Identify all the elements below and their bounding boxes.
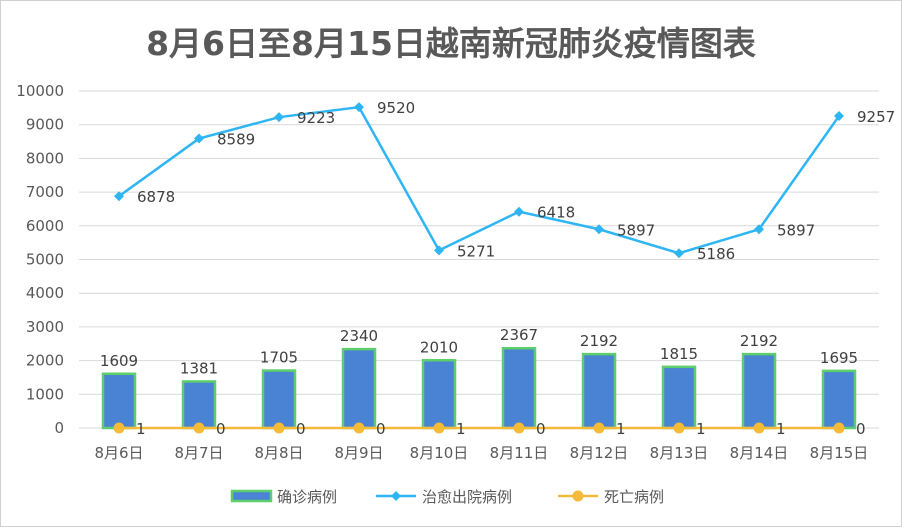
bar bbox=[181, 380, 217, 430]
x-tick-label: 8月14日 bbox=[730, 444, 789, 462]
bar-data-label: 2192 bbox=[740, 332, 778, 350]
legend-label: 治愈出院病例 bbox=[422, 488, 512, 506]
line-data-label: 1 bbox=[616, 420, 626, 438]
bar bbox=[581, 352, 617, 430]
x-tick-label: 8月15日 bbox=[810, 444, 869, 462]
y-tick-label: 6000 bbox=[26, 217, 64, 235]
y-tick-label: 3000 bbox=[26, 318, 64, 336]
x-tick-label: 8月7日 bbox=[174, 444, 223, 462]
line-data-label: 6418 bbox=[537, 204, 575, 222]
y-tick-label: 0 bbox=[54, 419, 64, 437]
data-point bbox=[673, 422, 685, 434]
data-point bbox=[674, 248, 684, 259]
bar-data-label: 2340 bbox=[340, 327, 378, 345]
x-tick-label: 8月12日 bbox=[570, 444, 629, 462]
bar-data-label: 2010 bbox=[420, 338, 458, 356]
y-tick-label: 7000 bbox=[26, 183, 64, 201]
line-data-label: 0 bbox=[856, 420, 866, 438]
x-tick-label: 8月13日 bbox=[650, 444, 709, 462]
line-data-label: 1 bbox=[776, 420, 786, 438]
line-data-label: 0 bbox=[536, 420, 546, 438]
data-point bbox=[513, 422, 525, 434]
legend-label: 死亡病例 bbox=[604, 488, 664, 506]
legend-marker bbox=[572, 490, 584, 502]
bar bbox=[741, 352, 777, 430]
data-point bbox=[594, 224, 604, 235]
line-data-label: 5897 bbox=[777, 221, 815, 239]
x-tick-label: 8月11日 bbox=[490, 444, 549, 462]
bar bbox=[501, 346, 537, 430]
bar-data-label: 2367 bbox=[500, 326, 538, 344]
data-point bbox=[834, 111, 844, 122]
bar bbox=[101, 372, 137, 430]
line-series: 1 0 0 0 1 0 1 1 1 0 6878 8589 9223 9520 5271 6418 5897 51… bbox=[113, 99, 895, 438]
bar bbox=[261, 369, 297, 430]
line-data-label: 0 bbox=[216, 420, 226, 438]
data-point bbox=[193, 422, 205, 434]
line-data-label: 9520 bbox=[377, 99, 415, 117]
bar-data-label: 1815 bbox=[660, 345, 698, 363]
data-point bbox=[114, 191, 124, 202]
bar-data-label: 1695 bbox=[820, 349, 858, 367]
data-point bbox=[514, 206, 524, 217]
data-point bbox=[113, 422, 125, 434]
y-tick-label: 9000 bbox=[26, 116, 64, 134]
y-axis: 0 1000 2000 3000 4000 5000 6000 7000 8000 9000 100… bbox=[16, 82, 64, 437]
y-tick-label: 2000 bbox=[26, 352, 64, 370]
data-point bbox=[433, 422, 445, 434]
data-point bbox=[753, 422, 765, 434]
x-axis: 8月6日 8月7日 8月8日 8月9日 8月10日 8月11日 8月12日 8月13日 8月14… bbox=[94, 444, 868, 462]
y-tick-label: 1000 bbox=[26, 385, 64, 403]
data-point bbox=[274, 112, 284, 123]
data-point bbox=[194, 133, 204, 144]
legend-label: 确诊病例 bbox=[277, 488, 337, 506]
y-tick-label: 4000 bbox=[26, 284, 64, 302]
bar-data-label: 1609 bbox=[100, 352, 138, 370]
legend-marker bbox=[391, 491, 401, 501]
legend-swatch-confirmed bbox=[230, 489, 273, 503]
bar bbox=[821, 369, 857, 430]
y-tick-label: 5000 bbox=[26, 251, 64, 269]
legend: 确诊病例 治愈出院病例 死亡病例 bbox=[230, 488, 664, 506]
line-data-label: 0 bbox=[296, 420, 306, 438]
line-data-label: 0 bbox=[376, 420, 386, 438]
bar-data-label: 1705 bbox=[260, 349, 298, 367]
line-data-label: 5186 bbox=[697, 245, 735, 263]
data-point bbox=[354, 102, 364, 113]
y-tick-label: 10000 bbox=[16, 82, 64, 100]
bar-data-label: 2192 bbox=[580, 332, 618, 350]
series-line bbox=[118, 105, 841, 255]
line-data-label: 1 bbox=[136, 420, 146, 438]
x-tick-label: 8月9日 bbox=[334, 444, 383, 462]
data-point bbox=[593, 422, 605, 434]
bar-series: 1609 1381 1705 2340 2010 2367 2192 1815 2192 1695 bbox=[100, 326, 858, 430]
line-data-label: 1 bbox=[456, 420, 466, 438]
x-tick-label: 8月10日 bbox=[410, 444, 469, 462]
line-data-label: 9257 bbox=[857, 108, 895, 126]
y-tick-label: 8000 bbox=[26, 149, 64, 167]
data-point bbox=[833, 422, 845, 434]
chart-title: 8月6日至8月15日越南新冠肺炎疫情图表 bbox=[146, 24, 756, 63]
bar bbox=[341, 347, 377, 430]
x-tick-label: 8月6日 bbox=[94, 444, 143, 462]
bar bbox=[421, 359, 457, 430]
x-tick-label: 8月8日 bbox=[254, 444, 303, 462]
line-data-label: 1 bbox=[696, 420, 706, 438]
data-point bbox=[353, 422, 365, 434]
line-data-label: 6878 bbox=[137, 188, 175, 206]
line-data-label: 5271 bbox=[457, 242, 495, 260]
data-point bbox=[754, 224, 764, 235]
line-data-label: 8589 bbox=[217, 131, 255, 149]
bar-data-label: 1381 bbox=[180, 359, 218, 377]
data-point bbox=[273, 422, 285, 434]
data-point bbox=[434, 245, 444, 256]
line-data-label: 9223 bbox=[297, 109, 335, 127]
bar bbox=[661, 365, 697, 430]
line-data-label: 5897 bbox=[617, 221, 655, 239]
